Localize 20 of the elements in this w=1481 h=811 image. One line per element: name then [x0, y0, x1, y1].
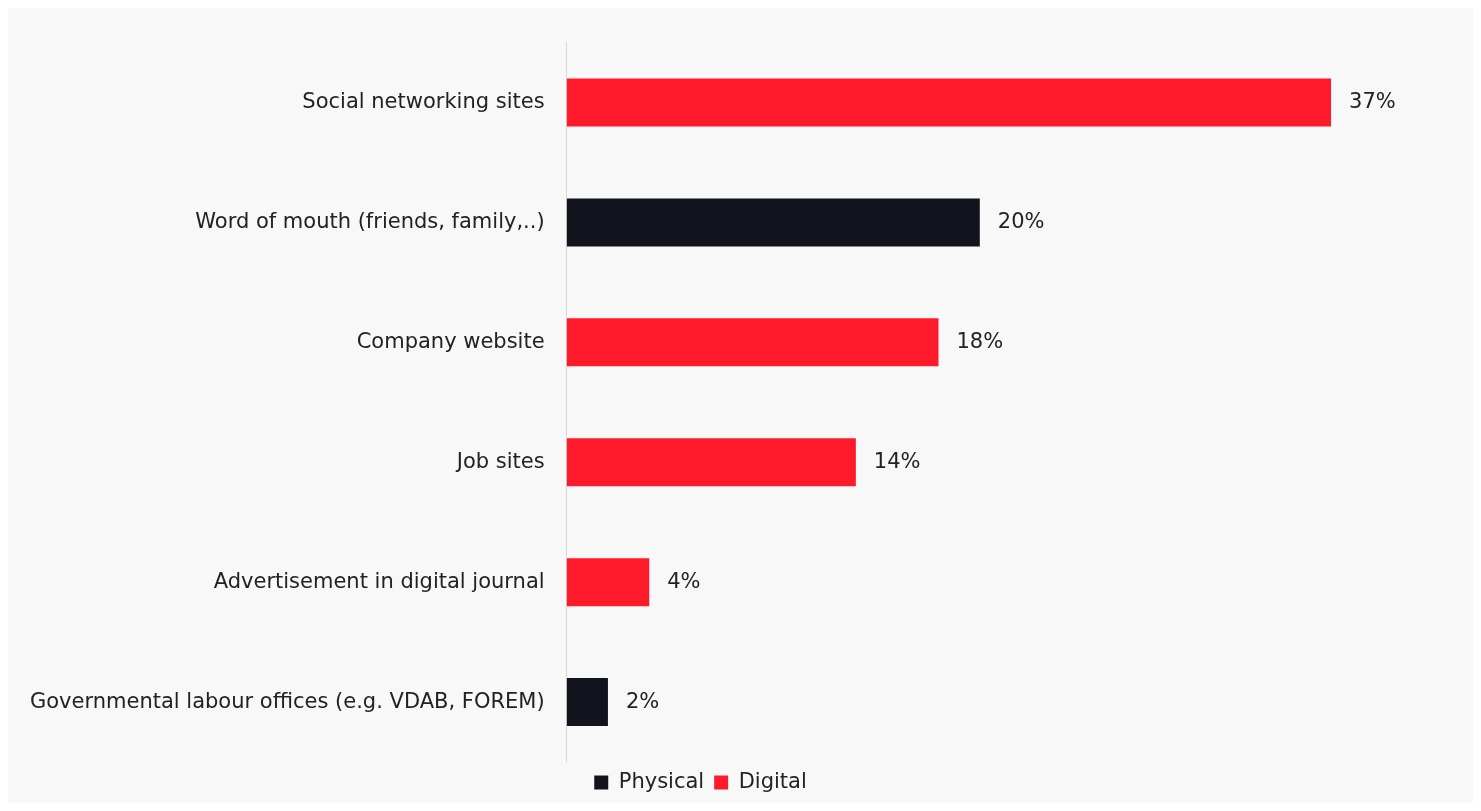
legend-label: Digital: [738, 768, 807, 793]
bar: [566, 78, 1332, 127]
data-label: 37%: [1349, 89, 1396, 113]
y-tick-label: Job sites: [454, 448, 545, 473]
data-label: 18%: [956, 328, 1004, 353]
data-label: 4%: [667, 568, 701, 593]
bar: [566, 318, 939, 367]
bar: [566, 198, 980, 247]
y-tick-label: Company website: [356, 328, 545, 353]
bar: [566, 678, 608, 727]
data-label: 20%: [997, 208, 1045, 233]
legend-label: Physical: [618, 768, 705, 793]
y-tick-label: Advertisement in digital journal: [213, 568, 545, 593]
bar: [566, 438, 856, 487]
data-label: 14%: [873, 448, 921, 473]
y-tick-label: Governmental labour offices (e.g. VDAB, FOREM): [29, 688, 545, 713]
bar: [566, 558, 650, 607]
y-tick-label: Word of mouth (friends, family,..): [195, 208, 545, 233]
y-tick-label: Social networking sites: [302, 89, 545, 113]
data-label: 2%: [625, 688, 660, 713]
